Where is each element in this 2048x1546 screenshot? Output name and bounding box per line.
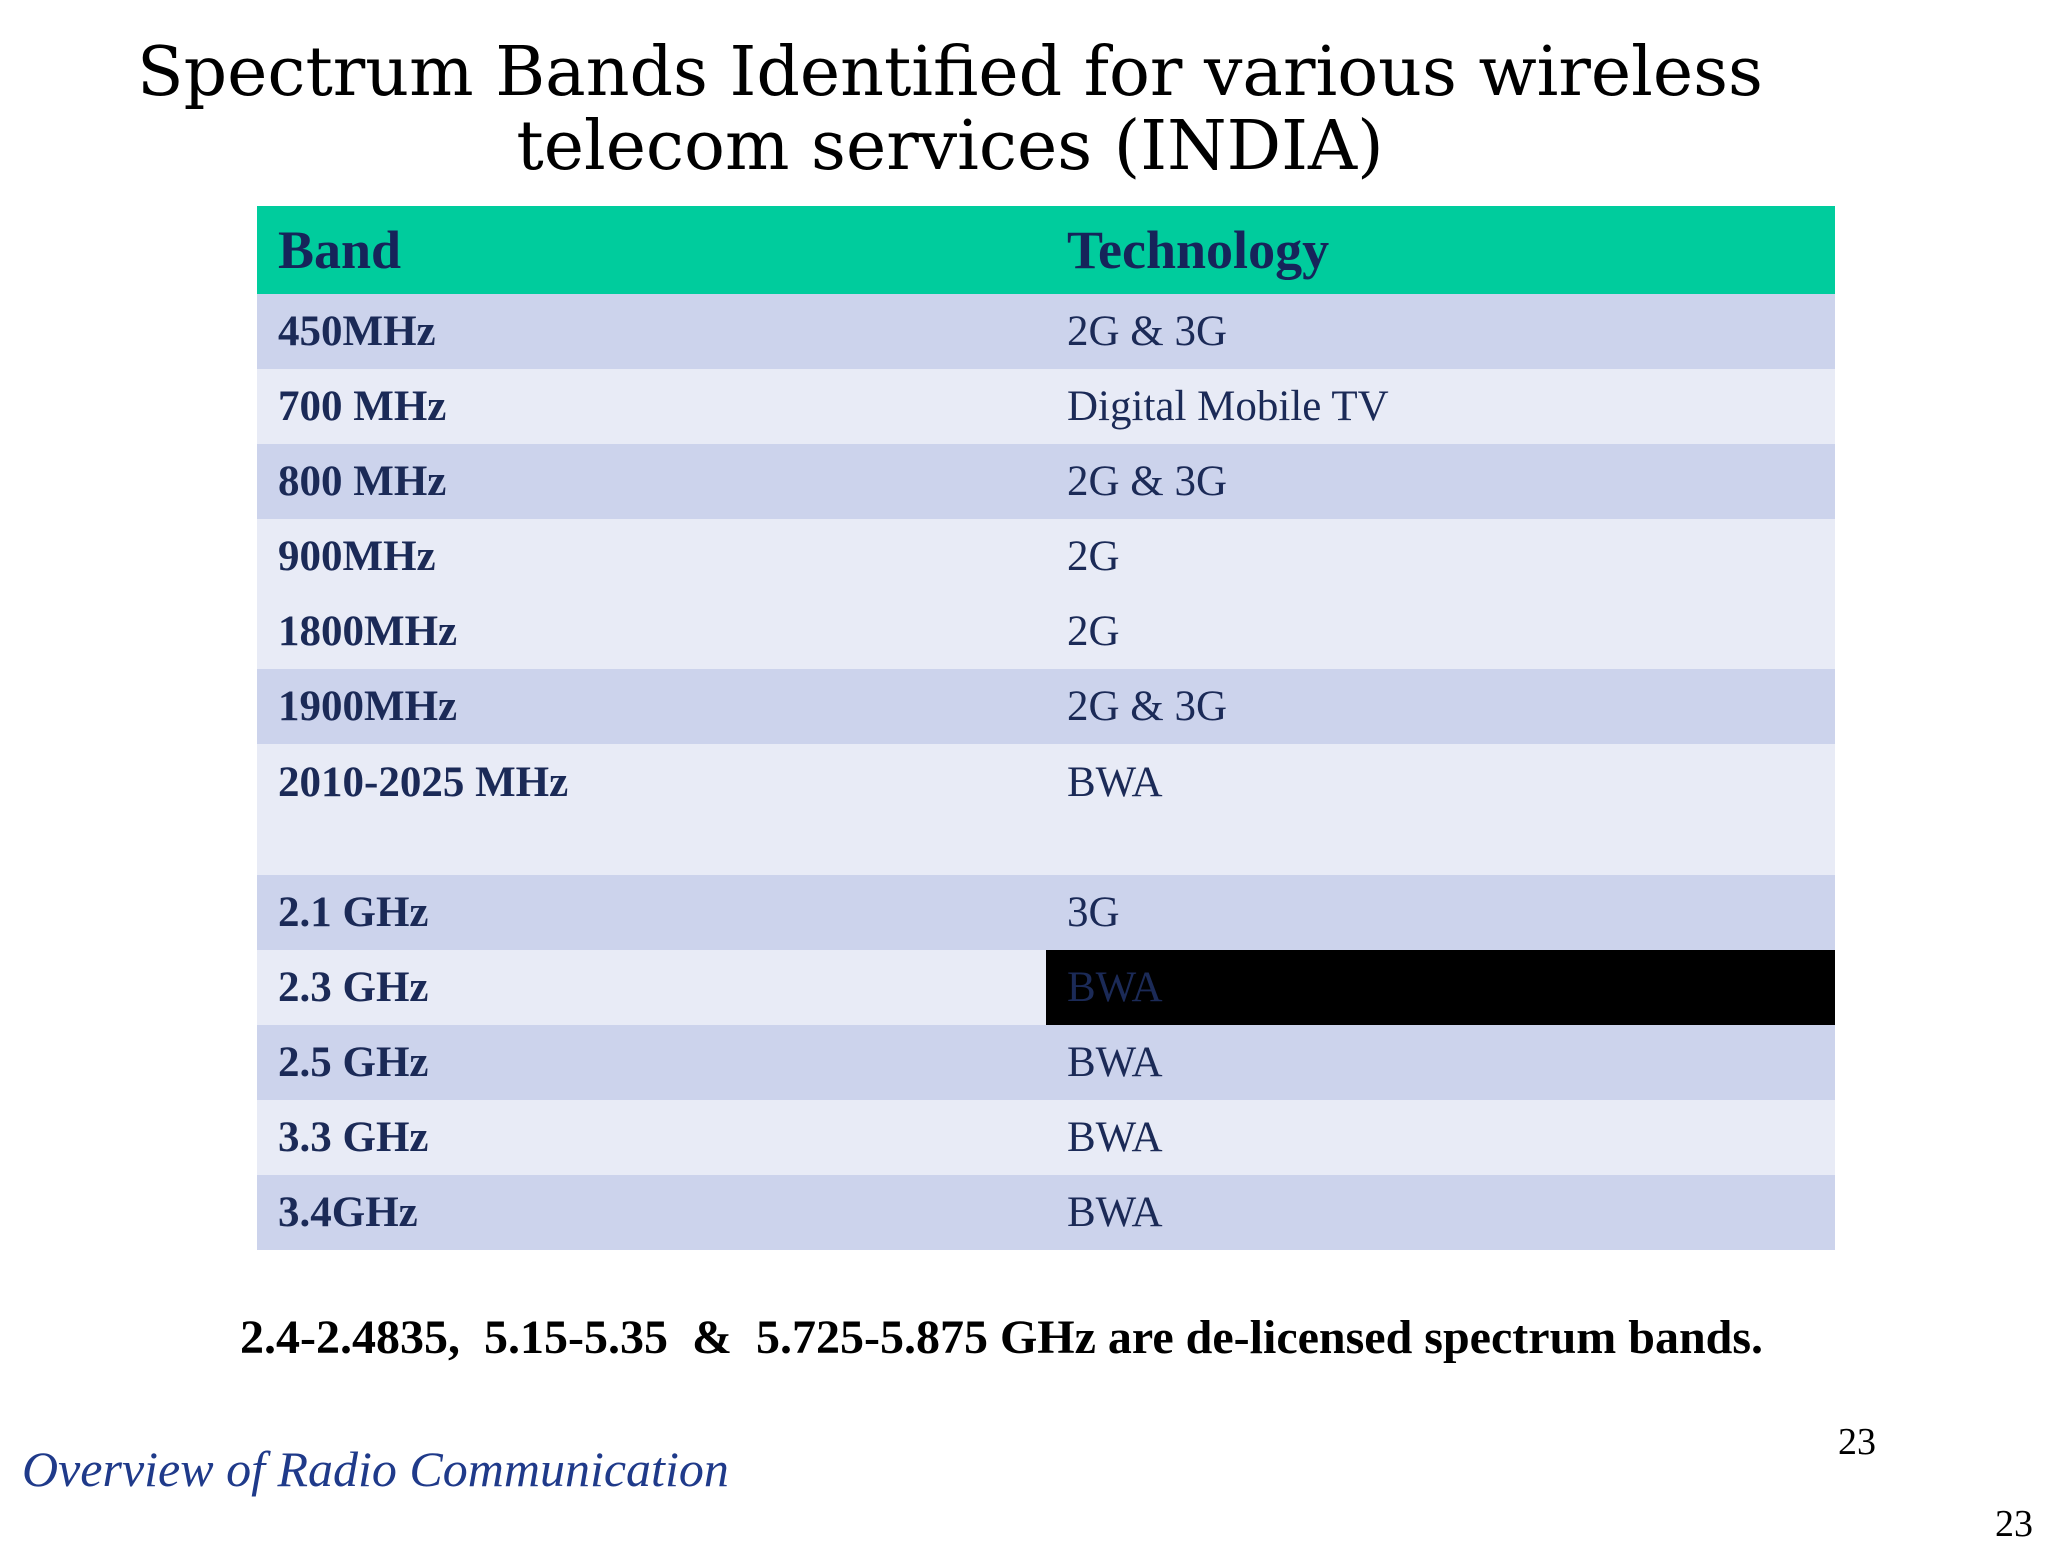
technology-cell: 2G (1046, 594, 1835, 669)
table-row: 2.1 GHz 3G (257, 875, 1835, 950)
table-row: 2010-2025 MHz BWA (257, 744, 1835, 875)
technology-cell: Digital Mobile TV (1046, 369, 1835, 444)
band-cell: 1900MHz (257, 669, 1046, 744)
band-cell: 1800MHz (257, 594, 1046, 669)
band-cell: 3.3 GHz (257, 1100, 1046, 1175)
page-number-corner: 23 (1995, 1503, 2033, 1545)
technology-cell: BWA (1046, 744, 1835, 875)
technology-cell: 2G & 3G (1046, 444, 1835, 519)
band-cell: 900MHz (257, 519, 1046, 594)
band-cell: 2.5 GHz (257, 1025, 1046, 1100)
slide-title: Spectrum Bands Identified for various wi… (110, 36, 1790, 184)
band-cell: 2.3 GHz (257, 950, 1046, 1025)
band-cell: 800 MHz (257, 444, 1046, 519)
band-cell: 2.1 GHz (257, 875, 1046, 950)
slide-title-line2: telecom services (INDIA) (516, 107, 1384, 186)
table-row: 800 MHz 2G & 3G (257, 444, 1835, 519)
technology-cell-highlighted: BWA (1046, 950, 1835, 1025)
table-row: 3.4GHz BWA (257, 1175, 1835, 1250)
delicensed-note: 2.4-2.4835, 5.15-5.35 & 5.725-5.875 GHz … (240, 1311, 1764, 1364)
table-row: 450MHz 2G & 3G (257, 294, 1835, 369)
technology-cell: 2G (1046, 519, 1835, 594)
band-cell: 2010-2025 MHz (257, 744, 1046, 875)
table-row: 2.5 GHz BWA (257, 1025, 1835, 1100)
slide-title-line1: Spectrum Bands Identified for various wi… (137, 33, 1763, 112)
technology-cell: BWA (1046, 1100, 1835, 1175)
table-row: 900MHz 2G (257, 519, 1835, 594)
technology-cell: BWA (1046, 1175, 1835, 1250)
header-band: Band (257, 206, 1046, 294)
technology-cell: 2G & 3G (1046, 669, 1835, 744)
spectrum-table: Band Technology 450MHz 2G & 3G 700 MHz D… (257, 206, 1835, 1250)
table-row: 700 MHz Digital Mobile TV (257, 369, 1835, 444)
table-row: 2.3 GHz BWA (257, 950, 1835, 1025)
band-cell: 450MHz (257, 294, 1046, 369)
table-row: 3.3 GHz BWA (257, 1100, 1835, 1175)
table-header-row: Band Technology (257, 206, 1835, 294)
page-number: 23 (1838, 1421, 1876, 1463)
footer-course-title: Overview of Radio Communication (22, 1441, 729, 1497)
band-cell: 700 MHz (257, 369, 1046, 444)
technology-cell: 2G & 3G (1046, 294, 1835, 369)
technology-cell: 3G (1046, 875, 1835, 950)
technology-cell: BWA (1046, 1025, 1835, 1100)
band-cell: 3.4GHz (257, 1175, 1046, 1250)
header-technology: Technology (1046, 206, 1835, 294)
table-row: 1900MHz 2G & 3G (257, 669, 1835, 744)
table-row: 1800MHz 2G (257, 594, 1835, 669)
